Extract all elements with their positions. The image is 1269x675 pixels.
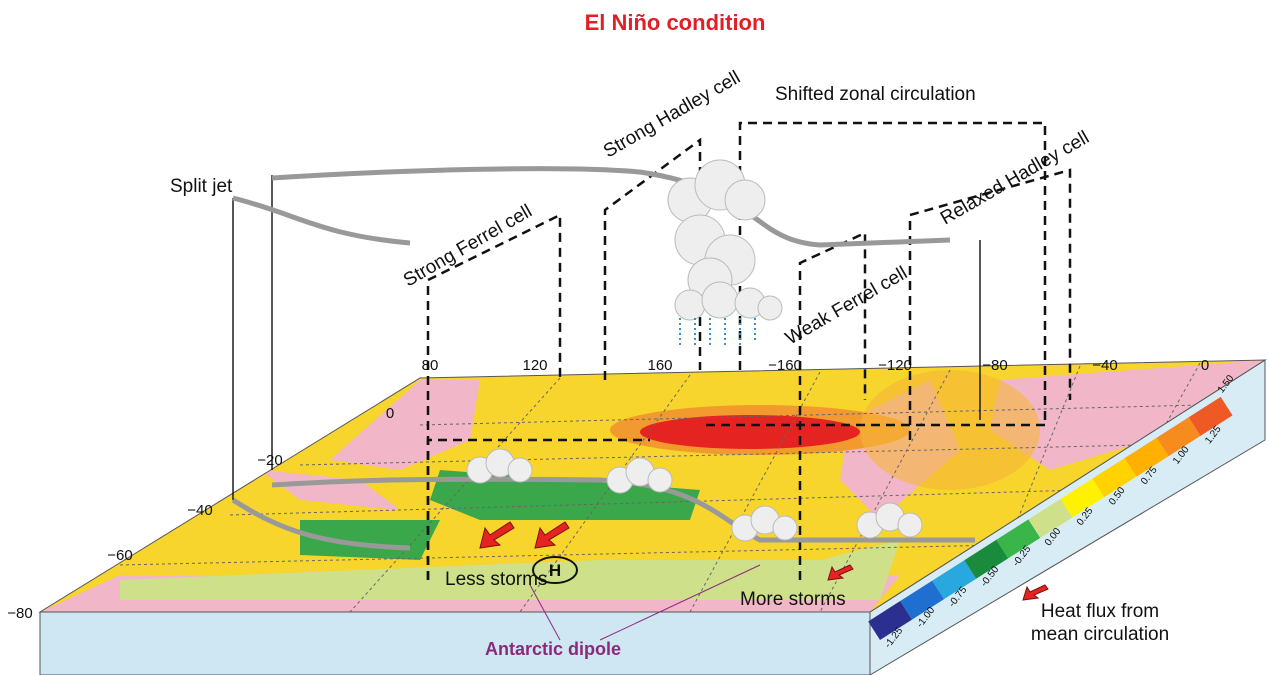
clouds: [466, 159, 923, 542]
less-storms-label: Less storms: [445, 569, 547, 590]
more-storms-label: More storms: [740, 589, 846, 610]
colorbar-swatch: [1188, 396, 1233, 436]
jet-streams: [231, 166, 975, 551]
colorbar-swatch: [868, 601, 913, 640]
longitude-labels: 80 120 160 −160 −120 −80 −40 0: [422, 357, 1210, 374]
shifted-zonal-label: Shifted zonal circulation: [775, 84, 976, 105]
rain: [679, 318, 756, 345]
colorbar-swatch: [1028, 498, 1073, 538]
dipole-label: Antarctic dipole: [485, 639, 621, 659]
strong-hadley-label: Strong Hadley cell: [600, 67, 744, 162]
latitude-label: −20: [257, 452, 282, 469]
longitude-label: 80: [422, 357, 439, 374]
latitude-label: −60: [107, 547, 132, 564]
longitude-label: −80: [982, 357, 1007, 374]
strong-ferrel-label: Strong Ferrel cell: [400, 201, 536, 292]
latitude-label: −40: [187, 502, 212, 519]
longitude-label: −120: [878, 357, 912, 374]
colorbar-swatch: [964, 539, 1009, 579]
dipole-pointer: [599, 564, 761, 641]
map-outline: [38, 359, 1267, 613]
dipole-pointer: [529, 584, 561, 641]
colorbar-swatch: [1124, 437, 1169, 477]
longitude-label: 120: [522, 357, 547, 374]
latitude-labels: 0 −20 −40 −60 −80: [7, 405, 394, 622]
front-face: [39, 611, 871, 675]
high-pressure: [532, 556, 578, 584]
longitude-label: 0: [1201, 357, 1209, 374]
colorbar-swatch: [1092, 458, 1137, 498]
frame-lines: [232, 175, 981, 500]
split-jet-label: Split jet: [170, 176, 233, 197]
longitude-label: −160: [768, 357, 802, 374]
high-label: H: [549, 561, 561, 580]
latitude-label: 0: [386, 405, 394, 422]
colorbar-swatch: [1060, 478, 1105, 518]
weak-ferrel-label: Weak Ferrel cell: [782, 263, 911, 350]
legend-line: mean circulation: [1031, 624, 1169, 645]
colorbar-swatch: [900, 580, 945, 620]
colorbar-swatch: [996, 519, 1041, 559]
heat-flux-arrows: [479, 521, 1049, 601]
latitude-label: −80: [7, 605, 32, 622]
colorbar-swatch: [1156, 417, 1201, 457]
longitude-label: −40: [1092, 357, 1117, 374]
legend-line: Heat flux from: [1041, 601, 1159, 622]
title: El Niño condition: [585, 10, 766, 35]
longitude-label: 160: [647, 357, 672, 374]
colorbar-swatch: [932, 560, 977, 600]
